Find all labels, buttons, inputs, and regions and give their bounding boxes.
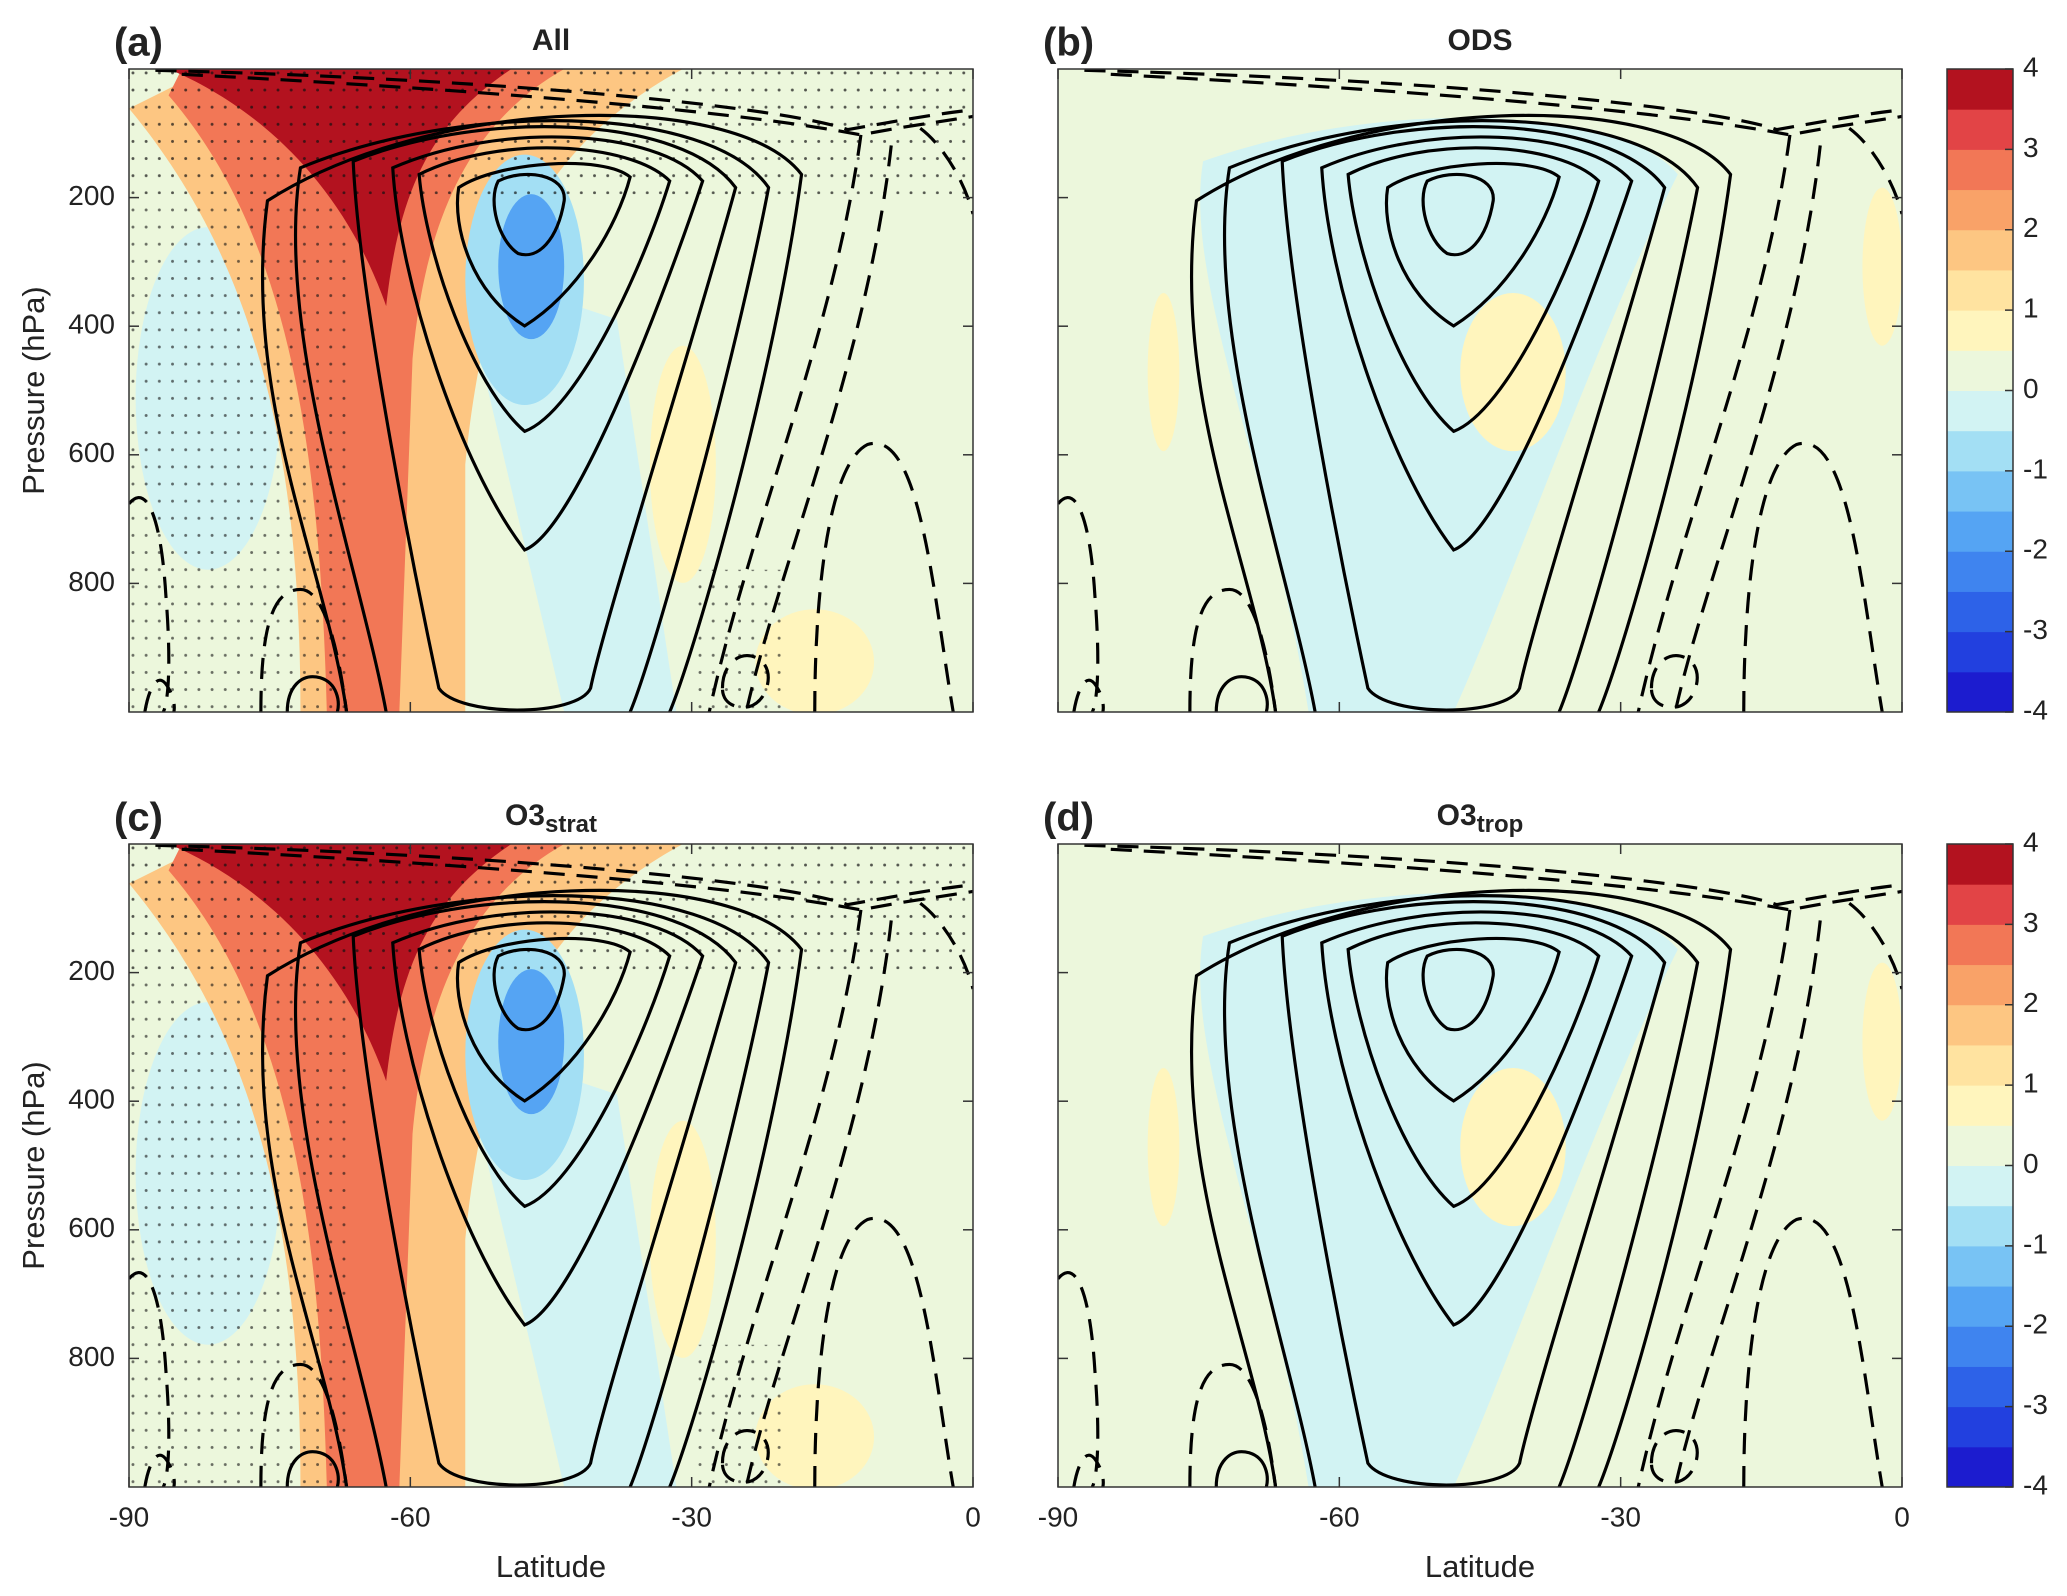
x-tick-label: -90 (109, 1501, 149, 1532)
x-axis-label: Latitude (1425, 1549, 1535, 1584)
colorbar-tick-label: -1 (2023, 1228, 2048, 1259)
colorbar-tick-label: 3 (2023, 132, 2039, 163)
x-tick-label: -60 (390, 1501, 430, 1532)
colorbar-band (1947, 1406, 2013, 1448)
panel-title: ODS (1447, 24, 1512, 57)
x-axis-label: Latitude (496, 1549, 606, 1584)
colorbar-band (1947, 1125, 2013, 1166)
panel-label: (b) (1043, 21, 1094, 65)
colorbar-tick-label: 2 (2023, 987, 2039, 1018)
colorbar-tick-label: -3 (2023, 1389, 2048, 1420)
colorbar-band (1947, 924, 2013, 966)
colorbar-band (1947, 470, 2013, 512)
y-tick-label: 600 (68, 437, 115, 468)
colorbar-band (1947, 1004, 2013, 1046)
colorbar-tick-label: 0 (2023, 373, 2039, 404)
colorbar-band (1947, 1205, 2013, 1247)
colorbar-band (1947, 1085, 2013, 1126)
colorbar-band (1947, 591, 2013, 633)
y-tick-label: 200 (68, 955, 115, 986)
colorbar-tick-label: 2 (2023, 212, 2039, 243)
title-subscript: strat (545, 811, 597, 838)
x-tick-label: 0 (965, 1501, 981, 1532)
plot-frame (128, 843, 974, 1488)
colorbar-tick-label: -1 (2023, 453, 2048, 484)
colorbar-tick-label: 1 (2023, 293, 2039, 324)
contour-field (129, 69, 973, 712)
colorbar-band (1947, 109, 2013, 150)
colorbar-band (1947, 1286, 2013, 1327)
title-subscript: trop (1477, 811, 1524, 838)
colorbar-tick-label: -2 (2023, 1309, 2048, 1340)
colorbar-tick-label: 1 (2023, 1068, 2039, 1099)
colorbar-band (1947, 1245, 2013, 1287)
colorbar-band (1947, 964, 2013, 1006)
y-axis-label: Pressure (hPa) (16, 286, 51, 494)
colorbar-band (1947, 189, 2013, 231)
title-main: All (532, 24, 570, 57)
colorbar-band (1947, 844, 2013, 885)
colorbar-band (1947, 631, 2013, 673)
y-tick-label: 400 (68, 1084, 115, 1115)
colorbar-band (1947, 1044, 2013, 1086)
title-main: ODS (1447, 24, 1512, 57)
plot-frame (1057, 68, 1903, 713)
x-tick-label: -30 (1600, 1501, 1640, 1532)
colorbar-band (1947, 310, 2013, 351)
colorbar-band (1947, 269, 2013, 311)
colorbar-band (1947, 884, 2013, 925)
colorbar-band (1947, 1446, 2013, 1488)
colorbar-band (1947, 390, 2013, 432)
y-tick-label: 800 (68, 566, 115, 597)
colorbar-tick-label: 3 (2023, 907, 2039, 938)
colorbar-tick-label: -4 (2023, 1469, 2048, 1500)
panel-title: All (532, 24, 570, 57)
plot-frame (1057, 843, 1903, 1488)
panel-label: (d) (1043, 796, 1094, 840)
colorbar-band (1947, 511, 2013, 552)
panel-label: (c) (114, 796, 163, 840)
colorbar-tick-label: -3 (2023, 614, 2048, 645)
y-tick-label: 800 (68, 1341, 115, 1372)
y-axis-label: Pressure (hPa) (16, 1061, 51, 1269)
x-tick-label: -30 (671, 1501, 711, 1532)
panel-title: O3trop (1437, 799, 1524, 838)
colorbar-band (1947, 229, 2013, 271)
colorbar-tick-label: -4 (2023, 694, 2048, 725)
x-tick-label: -90 (1038, 1501, 1078, 1532)
colorbar-band (1947, 350, 2013, 391)
panel-label: (a) (114, 21, 163, 65)
colorbar-band (1947, 1366, 2013, 1408)
colorbar-band (1947, 149, 2013, 191)
colorbar-tick-label: 0 (2023, 1148, 2039, 1179)
colorbar-tick-label: 4 (2023, 826, 2039, 857)
x-tick-label: -60 (1319, 1501, 1359, 1532)
x-tick-label: 0 (1894, 1501, 1910, 1532)
colorbar-tick-label: -2 (2023, 534, 2048, 565)
title-main: O3 (505, 799, 545, 832)
colorbar-tick-label: 4 (2023, 51, 2039, 82)
plot-frame (128, 68, 974, 713)
contour-field (129, 844, 973, 1487)
colorbar-band (1947, 430, 2013, 472)
colorbar-band (1947, 69, 2013, 110)
colorbar-band (1947, 1165, 2013, 1207)
y-tick-label: 200 (68, 180, 115, 211)
title-main: O3 (1437, 799, 1477, 832)
y-tick-label: 400 (68, 309, 115, 340)
y-tick-label: 600 (68, 1212, 115, 1243)
colorbar-band (1947, 671, 2013, 713)
panel-title: O3strat (505, 799, 597, 838)
colorbar-band (1947, 551, 2013, 592)
colorbar-band (1947, 1326, 2013, 1367)
